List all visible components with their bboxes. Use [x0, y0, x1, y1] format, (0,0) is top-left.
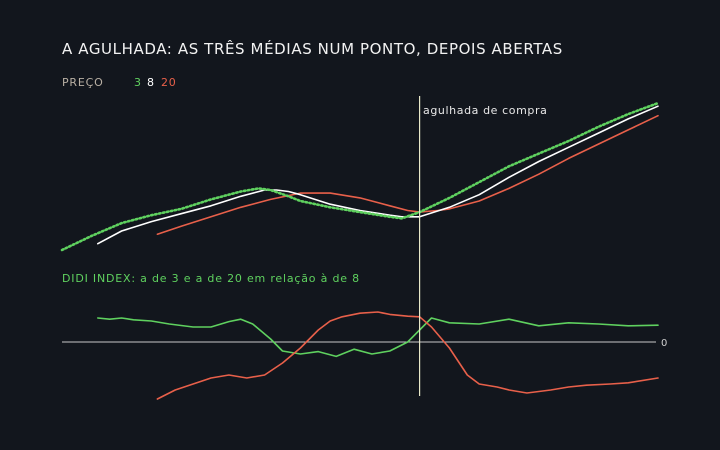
didi-index-label: DIDI INDEX: a de 3 e a de 20 em relação …: [62, 272, 360, 285]
didi-panel: [97, 311, 659, 400]
zero-tick-label: 0: [661, 338, 667, 349]
legend-item-3: 3: [134, 76, 142, 89]
series-line-3: [97, 317, 659, 358]
chart-title: A AGULHADA: AS TRÊS MÉDIAS NUM PONTO, DE…: [62, 39, 563, 58]
series-line-8: [97, 105, 659, 245]
legend-label: PREÇO: [62, 76, 104, 89]
series-line-20: [156, 311, 659, 400]
series-line-3: [60, 101, 660, 252]
legend-item-20: 20: [161, 76, 177, 89]
crossover-annotation: agulhada de compra: [423, 104, 547, 117]
legend-item-8: 8: [147, 76, 155, 89]
price-panel: [60, 101, 660, 252]
series-line-20: [156, 114, 659, 235]
